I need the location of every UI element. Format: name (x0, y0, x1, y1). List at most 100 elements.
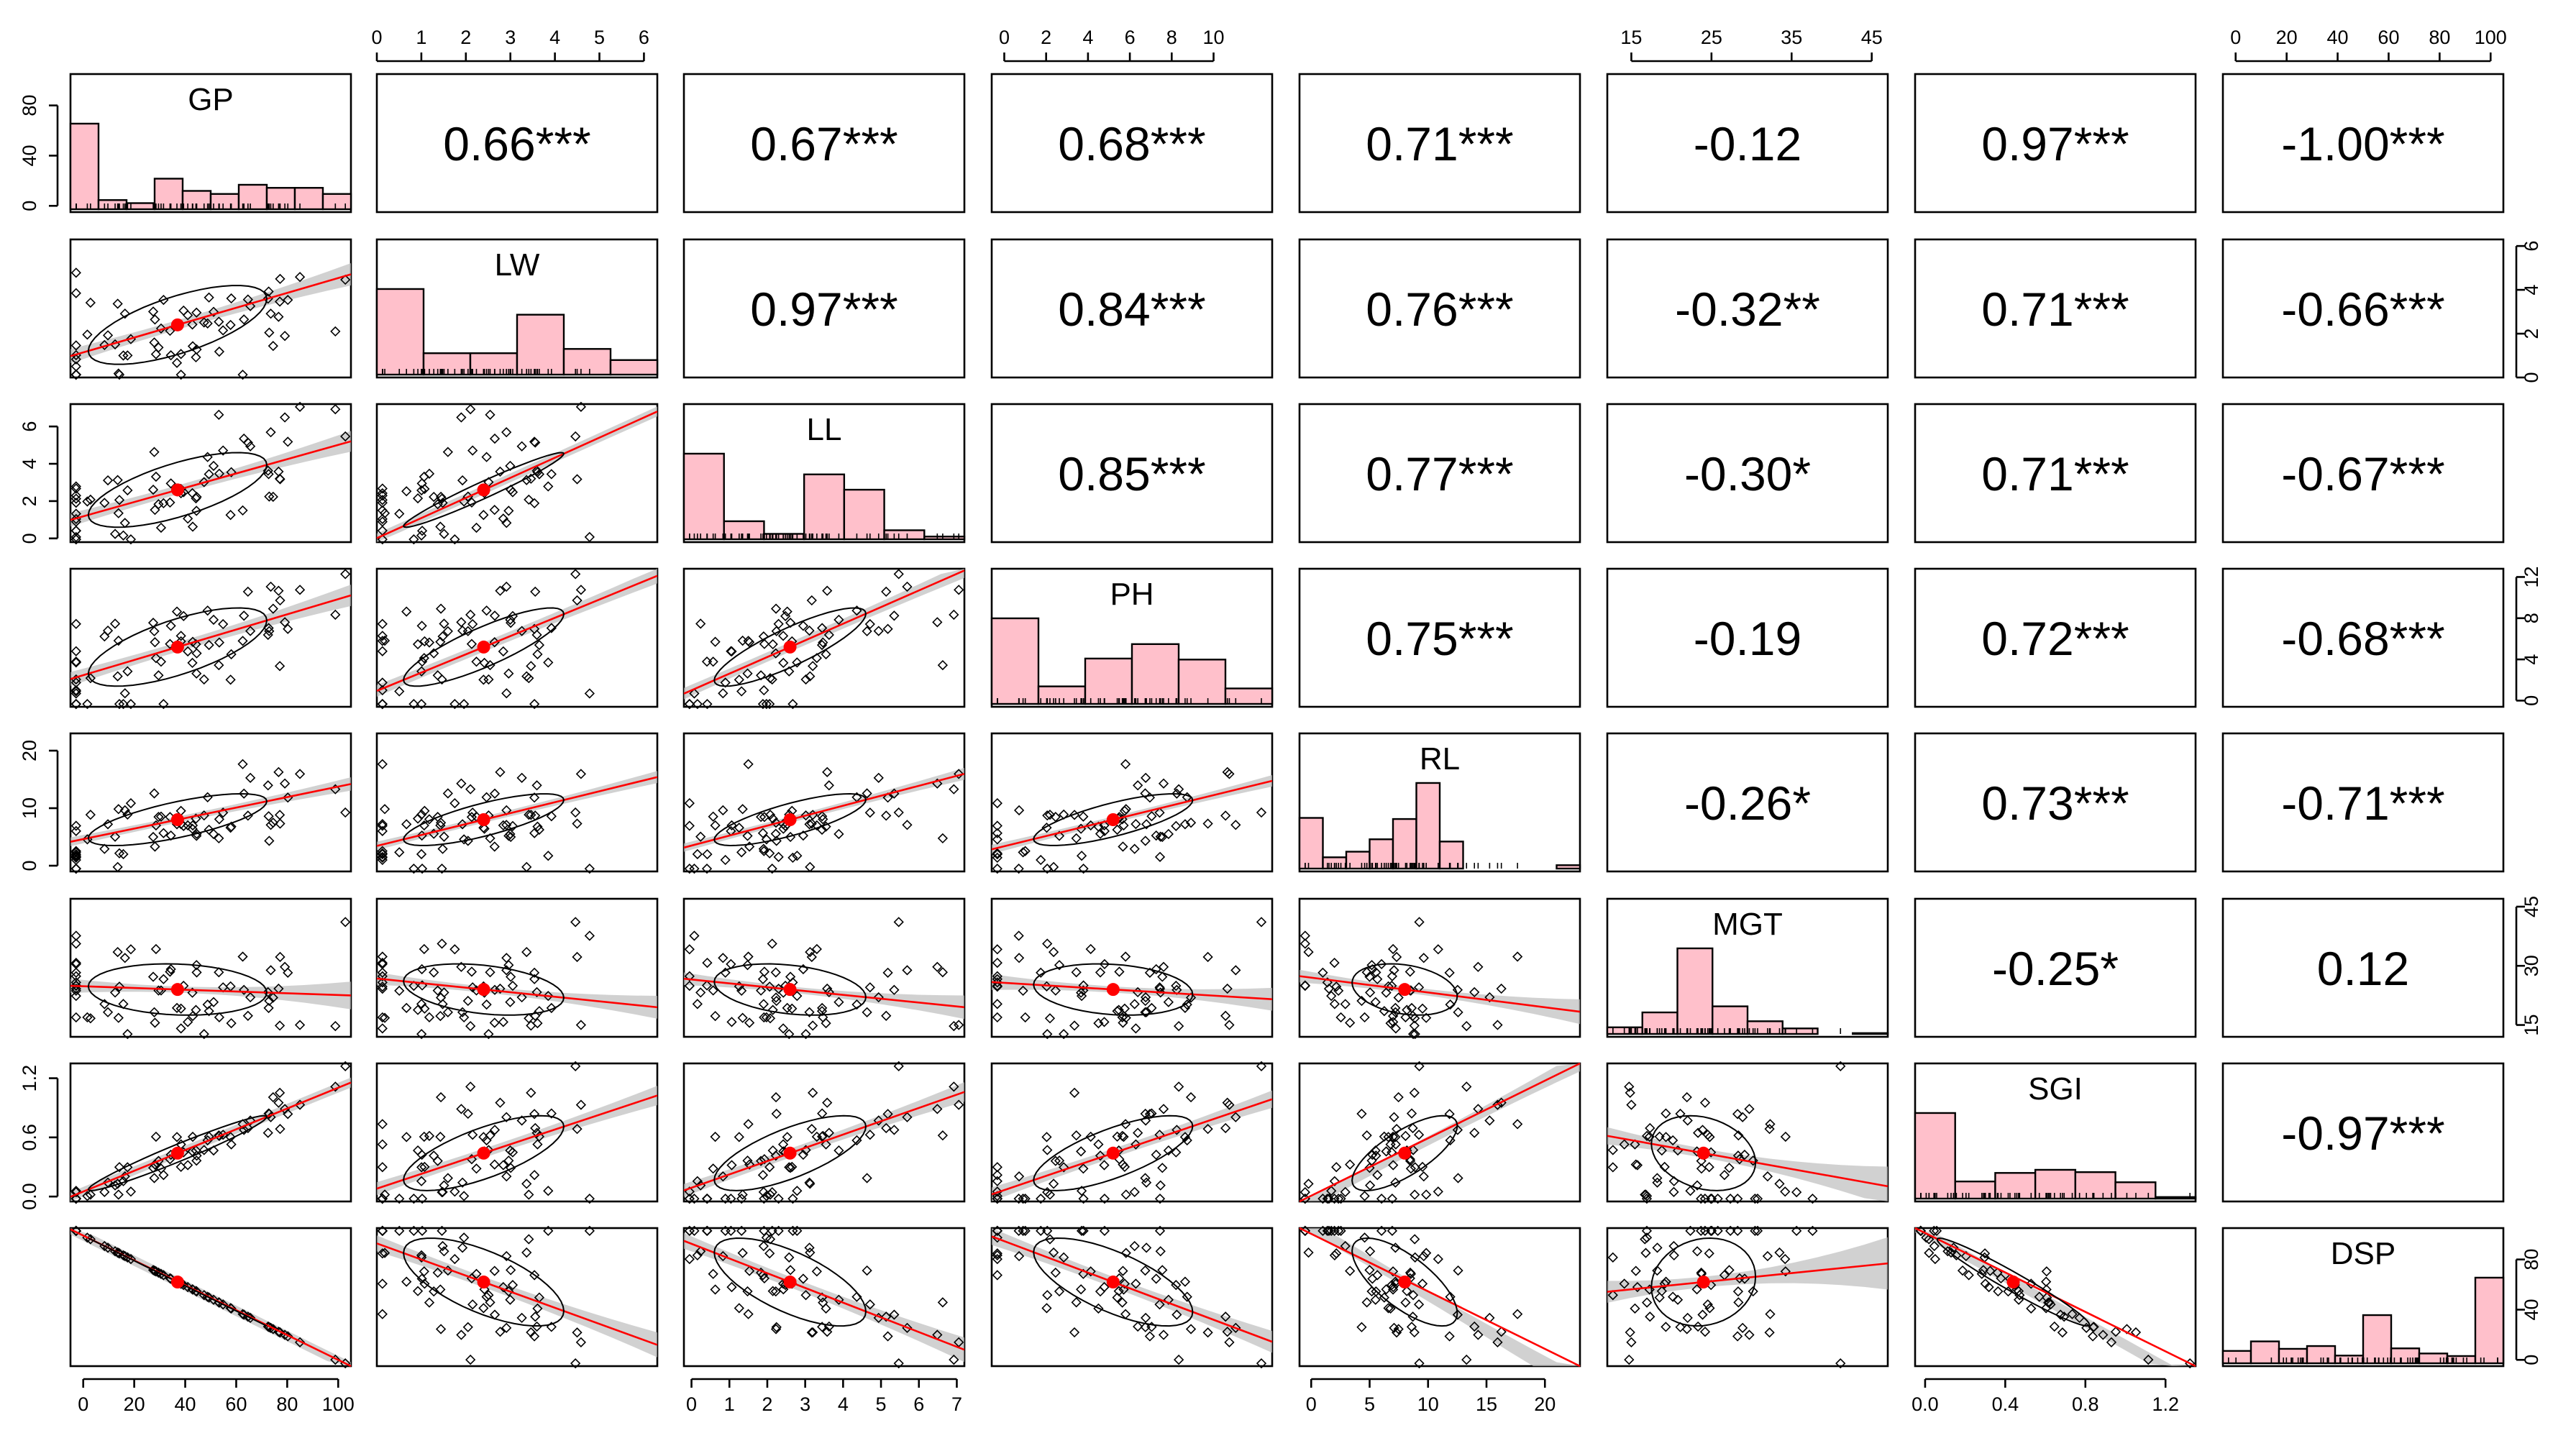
scatter-point (1407, 1122, 1418, 1134)
panel-ll-rl: 0.77*** (1298, 403, 1581, 544)
scatter-point (1400, 1130, 1411, 1141)
tick-label: 25 (1701, 27, 1722, 48)
scatter-point (570, 431, 581, 442)
scatter-point (516, 772, 527, 783)
scatter-point (449, 797, 460, 809)
scatter-point (1303, 1178, 1314, 1189)
scatter-point (82, 329, 93, 340)
scatter-point (1929, 1253, 1941, 1265)
correlation-label: 0.97*** (750, 283, 898, 336)
scatter-point (526, 1087, 536, 1098)
scatter-point (377, 483, 388, 494)
scatter-point (239, 1125, 250, 1135)
scatter-point (208, 614, 219, 626)
regression-line (70, 984, 352, 997)
scatter-point (1391, 951, 1402, 963)
tick-label: 4 (1082, 27, 1093, 48)
scatter-point (1652, 1177, 1663, 1188)
x-axis-dsp: 0 20 40 60 80 100 (2230, 27, 2507, 63)
scatter-point (821, 649, 831, 660)
panel-frame (2221, 567, 2505, 708)
panel-lw-mgt: -0.32** (1606, 238, 1889, 379)
scatter-point (457, 819, 468, 830)
scatter-point (340, 431, 351, 442)
scatter-point (442, 1265, 453, 1276)
scatter-point (1078, 1194, 1089, 1204)
scatter-point (1131, 818, 1141, 830)
scatter-point (758, 999, 769, 1009)
panel-frame (990, 238, 1274, 379)
panel-frame (1606, 1227, 1889, 1368)
panel-ll-ll: LL (682, 403, 966, 544)
scatter-point (787, 1194, 798, 1204)
scatter-point (495, 983, 506, 994)
scatter-point (498, 1281, 508, 1293)
scatter-point (816, 639, 828, 651)
scatter-point (1202, 951, 1213, 963)
scatter-point (498, 1017, 508, 1027)
scatter-point (1036, 1194, 1046, 1204)
scatter-point (416, 1029, 427, 1040)
scatter-point (1364, 971, 1375, 982)
panel-dsp-rl (1298, 1225, 1581, 1369)
scatter-point (112, 475, 123, 485)
scatter-point (1129, 999, 1140, 1009)
scatter-point (770, 1286, 781, 1297)
scatter-point (1484, 992, 1495, 1003)
scatter-point (377, 618, 388, 629)
correlation-label: 0.73*** (1981, 777, 2129, 830)
scatter-point (1323, 1225, 1335, 1236)
scatter-point (507, 487, 519, 498)
scatter-point (759, 1194, 769, 1204)
scatter-point (784, 1029, 795, 1040)
scatter-point (377, 699, 388, 710)
scatter-point (1402, 1286, 1412, 1296)
scatter-point (1405, 1155, 1416, 1166)
scatter-point (1433, 1186, 1443, 1197)
scatter-point (481, 999, 492, 1010)
scatter-point (1018, 847, 1028, 858)
scatter-point (575, 769, 587, 779)
scatter-point (237, 1119, 248, 1130)
scatter-point (710, 1131, 721, 1143)
tick-label: 0 (1306, 1393, 1317, 1415)
scatter-point (1668, 1250, 1679, 1261)
tick-label: 0.0 (1912, 1393, 1939, 1415)
scatter-point (459, 834, 470, 845)
scatter-point (771, 626, 782, 636)
scatter-point (759, 638, 770, 649)
scatter-point (462, 1108, 473, 1120)
tick-label: 60 (2378, 27, 2399, 48)
scatter-point (495, 585, 506, 596)
scatter-point (214, 967, 224, 978)
panel-frame (1606, 732, 1889, 873)
scatter-point (1140, 1312, 1151, 1324)
scatter-point (198, 317, 209, 328)
scatter-point (702, 1194, 713, 1204)
scatter-point (70, 685, 81, 696)
scatter-point (419, 653, 429, 664)
scatter-point (1387, 1225, 1398, 1236)
scatter-point (1807, 1194, 1818, 1204)
panel-dsp-dsp: DSP (2221, 1227, 2505, 1368)
scatter-point (1042, 938, 1053, 949)
scatter-point (1765, 1309, 1776, 1319)
scatter-point (459, 1232, 470, 1243)
scatter-point (770, 603, 782, 614)
scatter-point (495, 1097, 506, 1108)
scatter-point (442, 626, 453, 637)
scatter-point (340, 917, 351, 928)
scatter-point (1099, 958, 1110, 970)
scatter-point (165, 621, 176, 631)
scatter-point (1992, 1267, 2003, 1278)
scatter-point (572, 1123, 583, 1135)
scatter-point (529, 1109, 540, 1120)
scatter-point (1220, 1311, 1231, 1322)
scatter-point (692, 699, 703, 710)
panel-frame (2221, 403, 2505, 544)
scatter-point (198, 1145, 209, 1155)
scatter-point (1406, 1322, 1417, 1332)
scatter-point (881, 1311, 892, 1322)
scatter-point (239, 788, 250, 799)
scatter-point (1461, 1020, 1472, 1032)
